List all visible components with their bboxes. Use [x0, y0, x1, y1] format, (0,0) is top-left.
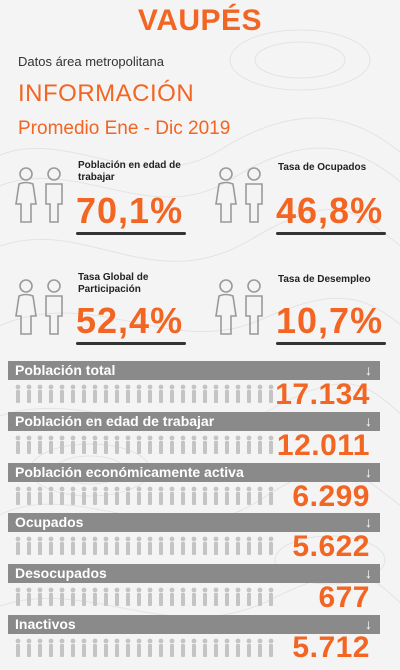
page-subtitle: Datos área metropolitana	[18, 54, 164, 69]
row-bar-poblacion-economicamente-activa[interactable]: Población económicamente activa ↓	[8, 463, 380, 482]
people-row-icon	[15, 587, 274, 606]
people-pair-icon	[15, 279, 63, 335]
arrow-down-icon[interactable]: ↓	[365, 565, 372, 581]
people-pair-icon	[15, 167, 63, 223]
stat-value: 10,7%	[276, 300, 384, 341]
row-label: Desocupados	[15, 565, 107, 581]
stat-value: 70,1%	[76, 190, 184, 231]
stat-label: Población en edad de trabajar	[78, 160, 181, 183]
stat-underline	[76, 232, 186, 235]
people-pair-icon	[215, 167, 263, 223]
row-label: Población en edad de trabajar	[15, 413, 215, 429]
row-value: 17.134	[275, 378, 370, 411]
row-value: 12.011	[276, 429, 370, 462]
people-row-icon	[15, 486, 274, 505]
row-label: Inactivos	[15, 616, 76, 632]
row-bar-inactivos[interactable]: Inactivos ↓	[8, 615, 380, 634]
arrow-down-icon[interactable]: ↓	[365, 464, 372, 480]
arrow-down-icon[interactable]: ↓	[365, 514, 372, 530]
stat-label: Tasa de Ocupados	[278, 162, 367, 173]
period-label: Promedio Ene - Dic 2019	[18, 118, 231, 139]
arrow-down-icon[interactable]: ↓	[365, 362, 372, 378]
row-label: Población total	[15, 362, 116, 378]
stat-tasa-global-participacion: Tasa Global de Participación 52,4%	[10, 272, 195, 372]
stat-value: 46,8%	[276, 190, 384, 231]
row-bar-ocupados[interactable]: Ocupados ↓	[8, 513, 380, 532]
stat-label: Tasa de Desempleo	[278, 274, 371, 285]
stat-label: Tasa Global de Participación	[78, 272, 149, 295]
stat-underline	[76, 342, 186, 345]
row-label: Ocupados	[15, 514, 84, 530]
row-value: 5.712	[292, 631, 370, 664]
row-bar-poblacion-total[interactable]: Población total ↓	[8, 361, 380, 380]
row-value: 6.299	[292, 480, 370, 513]
arrow-down-icon[interactable]: ↓	[365, 616, 372, 632]
arrow-down-icon[interactable]: ↓	[365, 413, 372, 429]
row-bar-poblacion-edad-trabajar[interactable]: Población en edad de trabajar ↓	[8, 412, 380, 431]
stat-underline	[276, 342, 386, 345]
people-row-icon	[15, 384, 274, 403]
people-pair-icon	[215, 279, 263, 335]
people-row-icon	[15, 638, 274, 657]
people-row-icon	[15, 435, 274, 454]
stat-underline	[276, 232, 386, 235]
row-value: 677	[318, 581, 370, 614]
stat-poblacion-edad-trabajar: Población en edad de trabajar 70,1%	[10, 160, 195, 260]
people-row-icon	[15, 536, 274, 555]
stat-value: 52,4%	[76, 300, 184, 341]
row-label: Población económicamente activa	[15, 464, 244, 480]
row-bar-desocupados[interactable]: Desocupados ↓	[8, 564, 380, 583]
stat-tasa-ocupados: Tasa de Ocupados 46,8%	[210, 160, 395, 260]
stat-tasa-desempleo: Tasa de Desempleo 10,7%	[210, 272, 395, 372]
page-title: VAUPÉS	[137, 4, 263, 37]
row-value: 5.622	[292, 530, 370, 563]
section-title: INFORMACIÓN	[18, 80, 195, 107]
